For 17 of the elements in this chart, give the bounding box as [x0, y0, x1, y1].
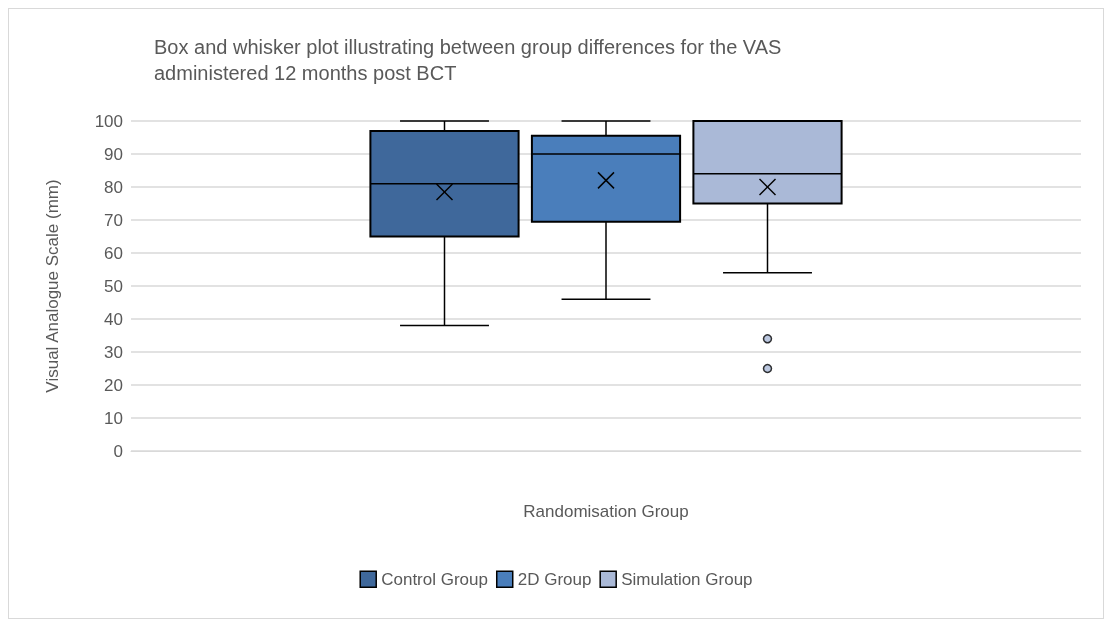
y-tick-label: 80 [104, 177, 123, 197]
y-tick-label: 100 [94, 111, 123, 131]
legend-label: 2D Group [517, 569, 592, 589]
legend-label: Control Group [381, 569, 488, 589]
y-tick-label: 10 [104, 408, 123, 428]
y-tick-label: 50 [104, 276, 123, 296]
y-tick-label: 70 [104, 210, 123, 230]
y-tick-label: 90 [104, 144, 123, 164]
y-tick-label: 60 [104, 243, 123, 263]
y-tick-label: 40 [104, 309, 123, 329]
y-tick-label: 0 [113, 441, 123, 461]
legend-label: Simulation Group [621, 569, 753, 589]
y-axis-title: Visual Analogue Scale (mm) [43, 179, 62, 393]
chart-title: Box and whisker plot illustrating between group differences for the VAS administered 12 months post BCT [154, 36, 787, 84]
x-axis-title: Randomisation Group [523, 502, 689, 521]
y-tick-label: 30 [104, 342, 123, 362]
y-tick-label: 20 [104, 375, 123, 395]
